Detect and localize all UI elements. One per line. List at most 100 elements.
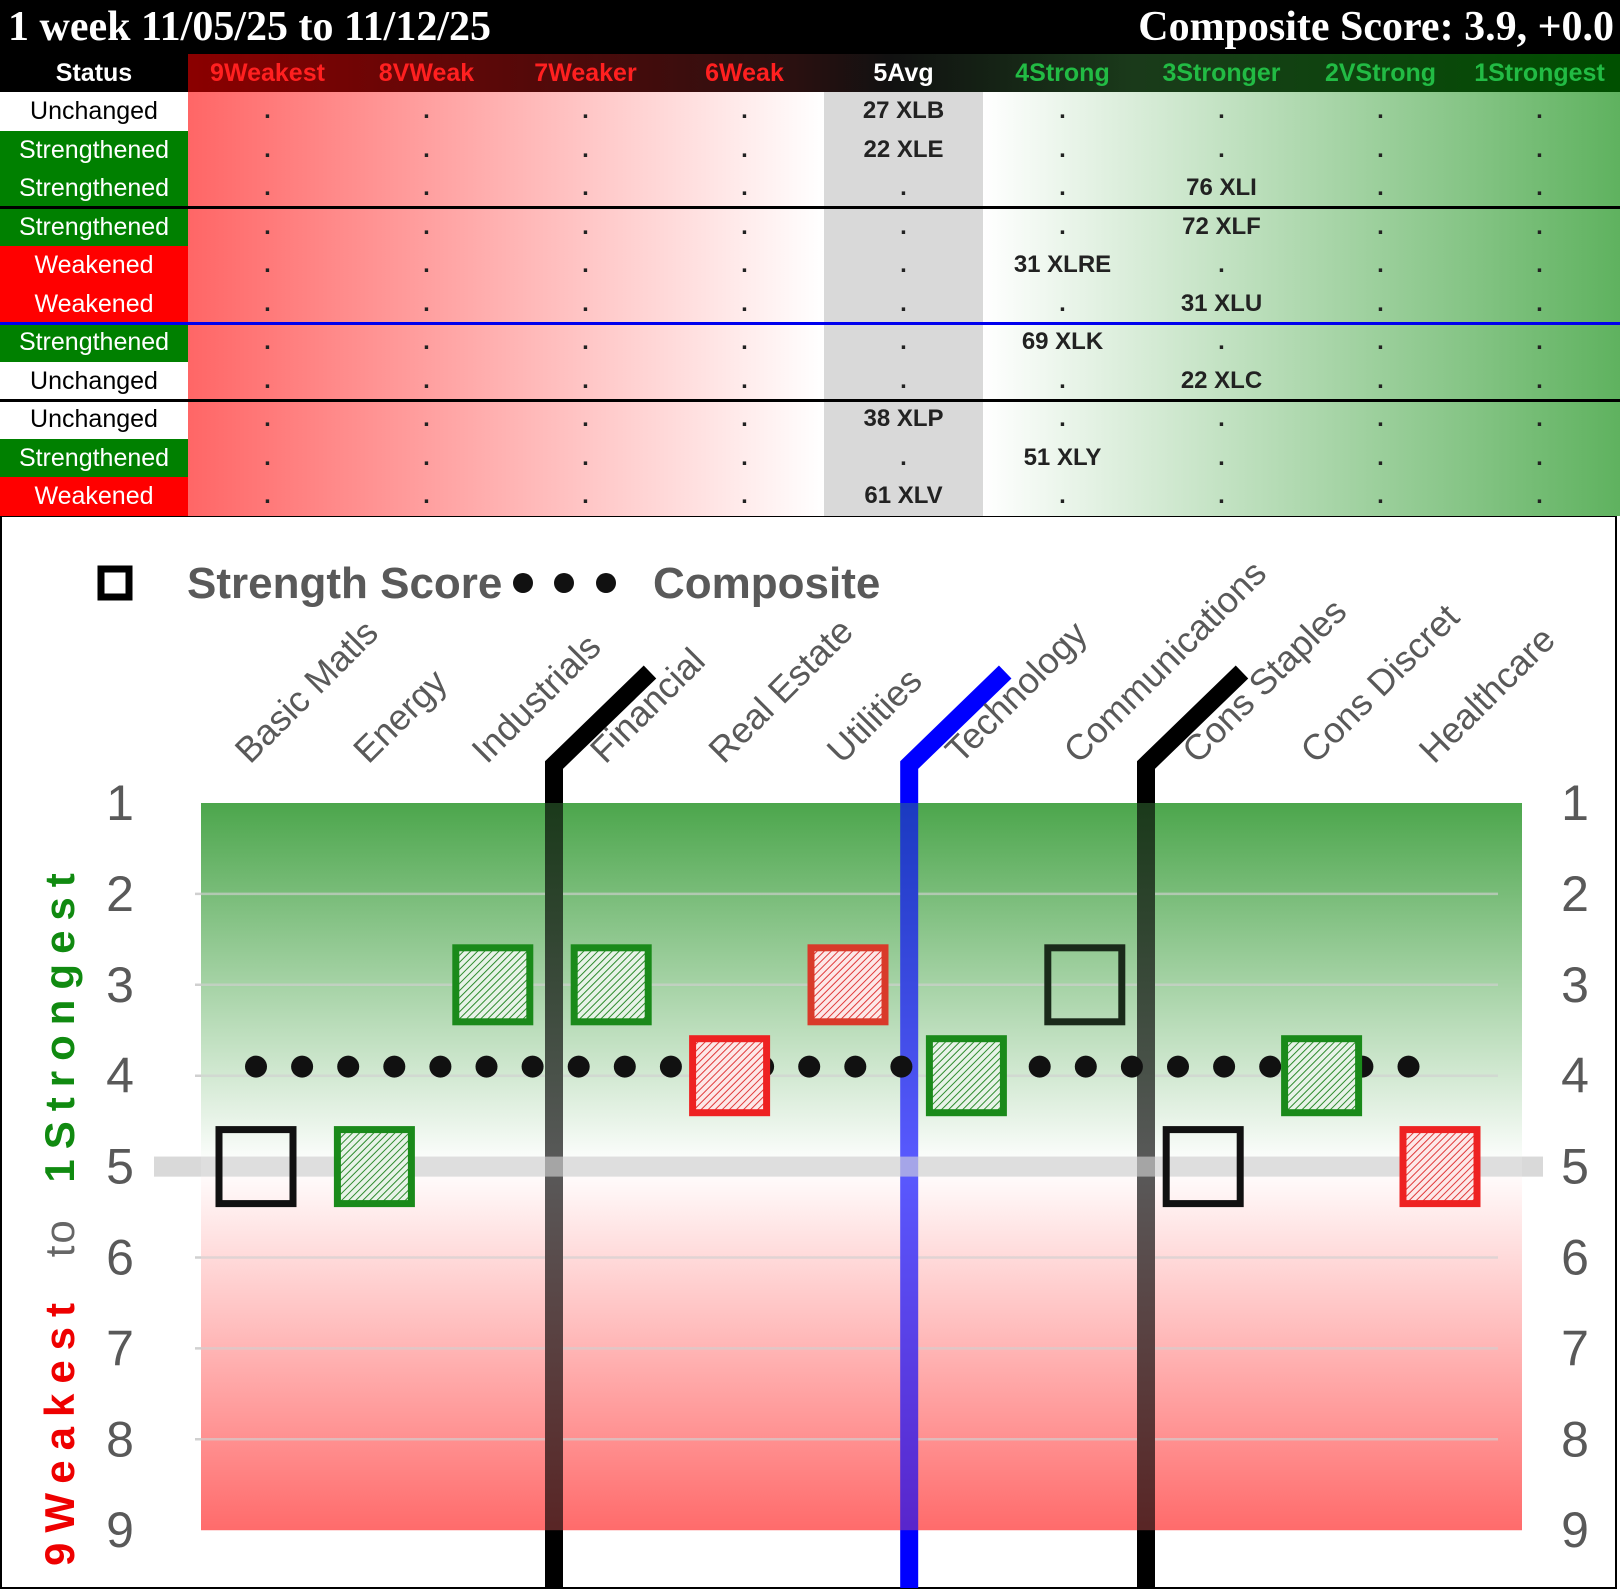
empty-cell: . bbox=[1536, 366, 1543, 394]
table-row: Weakened..... 31 XLRE... bbox=[0, 246, 1620, 285]
legend-square-icon bbox=[97, 565, 133, 601]
strength-square bbox=[1399, 1126, 1481, 1208]
y-title-to: to bbox=[36, 1218, 83, 1257]
empty-cell: . bbox=[582, 328, 589, 355]
empty-cell: . bbox=[1377, 289, 1384, 317]
empty-cell: . bbox=[741, 135, 748, 163]
title-bar: 1 week 11/05/25 to 11/12/25 Composite Sc… bbox=[0, 0, 1620, 54]
composite-dot bbox=[245, 1055, 267, 1078]
status-badge: Strengthened bbox=[0, 438, 188, 477]
empty-cell: . bbox=[264, 366, 271, 394]
empty-cell: . bbox=[1536, 405, 1543, 432]
y-title-strong: 1Strongest bbox=[36, 863, 83, 1182]
strength-square bbox=[925, 1035, 1007, 1117]
status-badge: Weakened bbox=[0, 477, 188, 516]
legend-strength-label: Strength Score bbox=[187, 559, 502, 608]
composite-dot bbox=[1120, 1055, 1143, 1078]
column-header-2vstrong: 2VStrong bbox=[1324, 59, 1437, 87]
y-tick-left: 9 bbox=[106, 1502, 134, 1558]
column-header-8vweak: 8VWeak bbox=[378, 59, 475, 87]
empty-cell: . bbox=[1377, 97, 1384, 124]
legend-composite-label: Composite bbox=[653, 559, 880, 608]
empty-cell: . bbox=[1536, 328, 1543, 355]
table-row: Unchanged.... 38 XLP.... bbox=[0, 400, 1620, 439]
legend: Strength Score Composite bbox=[97, 559, 880, 608]
y-tick-left: 1 bbox=[106, 775, 134, 831]
empty-cell: . bbox=[741, 212, 748, 240]
strength-table: Status 9Weakest 8VWeak 7Weaker 6Weak 5Avg 4Str… bbox=[0, 54, 1620, 516]
empty-cell: . bbox=[1059, 289, 1066, 317]
empty-cell: . bbox=[582, 405, 589, 432]
table-row: Strengthened...... 72 XLF.. bbox=[0, 207, 1620, 246]
empty-cell: . bbox=[264, 212, 271, 240]
empty-cell: . bbox=[1377, 174, 1384, 201]
empty-cell: . bbox=[1218, 482, 1225, 509]
empty-cell: . bbox=[423, 289, 430, 317]
legend-dot-icon bbox=[596, 573, 616, 593]
strength-square bbox=[452, 944, 534, 1026]
status-badge: Strengthened bbox=[0, 323, 188, 362]
y-tick-right: 6 bbox=[1561, 1230, 1589, 1286]
empty-cell: . bbox=[264, 443, 271, 471]
empty-cell: . bbox=[423, 482, 430, 509]
empty-cell: . bbox=[423, 251, 430, 278]
column-header-6weak: 6Weak bbox=[705, 59, 784, 87]
strength-square bbox=[1162, 1126, 1244, 1208]
y-tick-right: 8 bbox=[1561, 1411, 1589, 1467]
composite-dot bbox=[567, 1055, 590, 1078]
empty-cell: . bbox=[1536, 289, 1543, 317]
empty-cell: . bbox=[1059, 174, 1066, 201]
strength-square bbox=[570, 944, 652, 1026]
y-tick-right: 3 bbox=[1561, 957, 1589, 1013]
category-label: Industrials bbox=[463, 626, 608, 771]
empty-cell: . bbox=[264, 251, 271, 278]
empty-cell: . bbox=[741, 405, 748, 432]
composite-dot bbox=[798, 1055, 821, 1078]
y-tick-left: 5 bbox=[106, 1139, 134, 1195]
empty-cell: . bbox=[900, 443, 907, 471]
empty-cell: . bbox=[264, 135, 271, 163]
empty-cell: . bbox=[1218, 405, 1225, 432]
y-tick-right: 2 bbox=[1561, 866, 1589, 922]
empty-cell: . bbox=[741, 366, 748, 394]
empty-cell: . bbox=[1536, 251, 1543, 278]
composite-dot bbox=[1213, 1055, 1236, 1078]
empty-cell: . bbox=[1536, 443, 1543, 471]
column-header-7weaker: 7Weaker bbox=[534, 59, 637, 87]
empty-cell: . bbox=[1377, 251, 1384, 278]
empty-cell: . bbox=[423, 366, 430, 394]
empty-cell: . bbox=[1377, 135, 1384, 163]
empty-cell: . bbox=[1059, 366, 1066, 394]
table-row: Strengthened..... 51 XLY... bbox=[0, 438, 1620, 477]
composite-dot bbox=[383, 1055, 406, 1078]
composite-dot bbox=[521, 1055, 544, 1078]
empty-cell: . bbox=[423, 174, 430, 201]
empty-cell: . bbox=[741, 97, 748, 124]
empty-cell: . bbox=[1059, 135, 1066, 163]
y-tick-left: 8 bbox=[106, 1411, 134, 1467]
column-header-1strongest: 1Strongest bbox=[1474, 59, 1605, 87]
empty-cell: . bbox=[1218, 251, 1225, 278]
composite-dot bbox=[337, 1055, 360, 1078]
composite-dot bbox=[475, 1055, 498, 1078]
legend-dot-icon bbox=[554, 573, 574, 593]
status-badge: Weakened bbox=[0, 284, 188, 323]
empty-cell: . bbox=[582, 174, 589, 201]
empty-cell: . bbox=[900, 212, 907, 240]
empty-cell: . bbox=[423, 212, 430, 240]
ticker-cell: 31 XLRE bbox=[1013, 251, 1112, 278]
ticker-cell: 69 XLK bbox=[1021, 328, 1104, 355]
column-header-5avg: 5Avg bbox=[873, 59, 934, 87]
empty-cell: . bbox=[1536, 135, 1543, 163]
table-row: Strengthened.... 22 XLE.... bbox=[0, 130, 1620, 169]
y-tick-left: 6 bbox=[106, 1230, 134, 1286]
ticker-cell: 51 XLY bbox=[1023, 443, 1102, 471]
empty-cell: . bbox=[900, 289, 907, 317]
composite-dot bbox=[659, 1055, 682, 1078]
empty-cell: . bbox=[582, 289, 589, 317]
table-row: Weakened.... 61 XLV.... bbox=[0, 477, 1620, 516]
empty-cell: . bbox=[1218, 443, 1225, 471]
status-badge: Unchanged bbox=[0, 361, 188, 400]
ticker-cell: 76 XLI bbox=[1186, 174, 1257, 201]
column-header-9weakest: 9Weakest bbox=[210, 59, 325, 87]
